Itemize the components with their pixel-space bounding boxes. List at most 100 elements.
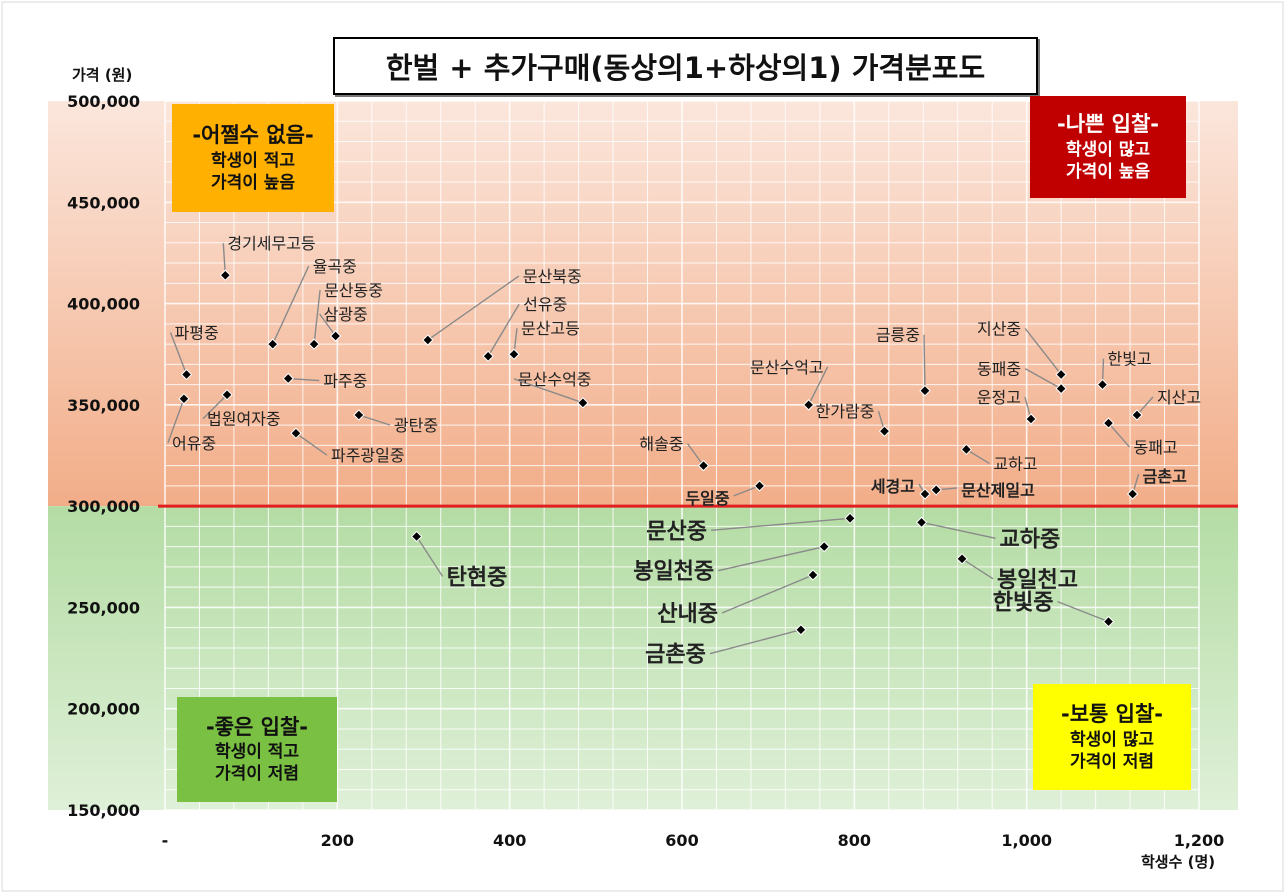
leader-line [710, 517, 851, 531]
leader-line [427, 275, 520, 341]
x-tick-label: 600 [665, 831, 698, 850]
point-label: 교하고 [993, 454, 1037, 473]
data-point [844, 512, 856, 525]
point-label: 두일중 [685, 489, 729, 508]
y-tick-label: 450,000 [67, 193, 140, 212]
data-point [353, 409, 365, 421]
data-point [1055, 368, 1067, 381]
x-tick-label: 200 [321, 831, 354, 850]
x-tick-label: - [162, 831, 169, 850]
quadrant-bottom-left-line-1: 학생이 적고 [214, 742, 300, 763]
point-label: 운정고 [977, 388, 1021, 407]
point-label: 파평중 [175, 323, 219, 342]
leader-line [513, 378, 584, 404]
point-label: 경기세무고등 [227, 234, 315, 253]
point-label: 문산수억고 [750, 358, 824, 377]
point-label: 해솔중 [639, 435, 683, 454]
leader-line [487, 303, 520, 357]
data-point [482, 350, 494, 362]
leader-line [965, 448, 990, 465]
leader-line [721, 574, 814, 614]
gridlines [164, 100, 1200, 811]
data-point [807, 569, 819, 581]
y-tick-label: 150,000 [67, 801, 140, 820]
point-label: 한가람중 [816, 402, 875, 421]
x-tick-label: 800 [838, 831, 871, 850]
quadrant-bottom-right-line-2: 가격이 저렴 [1069, 751, 1155, 772]
x-tick-label: 1,000 [1001, 831, 1052, 850]
data-point [930, 484, 942, 496]
x-axis-label: 학생수 (명) [1141, 853, 1216, 871]
leader-line [416, 536, 444, 577]
point-label: 교하중 [1000, 527, 1061, 552]
point-label: 동패중 [977, 360, 1021, 379]
data-point [802, 399, 815, 411]
data-point [308, 338, 320, 350]
leader-line [169, 332, 188, 375]
leader-line [202, 394, 228, 420]
leader-line [313, 290, 321, 345]
point-label: 지산고 [1157, 388, 1201, 407]
quadrant-bottom-right-line-1: 학생이 많고 [1069, 729, 1155, 750]
leader-line [718, 545, 825, 572]
point-label: 봉일천중 [633, 560, 714, 585]
quadrant-top-left-line-2: 가격이 높음 [210, 172, 296, 193]
leader-line [1024, 328, 1062, 375]
quadrant-bottom-left-title: -좋은 입찰- [205, 714, 309, 739]
leader-line [961, 558, 994, 580]
leader-line [1057, 600, 1109, 623]
point-label: 선유중 [523, 295, 567, 314]
data-point [915, 516, 928, 529]
leader-line [921, 521, 996, 540]
y-tick-label: 500,000 [67, 92, 140, 111]
data-point [956, 553, 968, 565]
point-label: 파주광일중 [331, 446, 405, 465]
point-label: 율곡중 [313, 257, 357, 276]
point-label: 문산북중 [523, 267, 582, 286]
data-point [919, 488, 931, 500]
point-label: 세경고 [871, 477, 915, 496]
point-label: 문산제일고 [961, 481, 1035, 500]
leader-line [923, 334, 926, 391]
quadrant-top-right-line-1: 학생이 많고 [1065, 139, 1151, 160]
data-point [1102, 615, 1115, 628]
data-point [267, 338, 279, 350]
leader-line [808, 366, 829, 406]
y-tick-label: 250,000 [67, 598, 140, 617]
quadrant-top-right-line-2: 가격이 높음 [1065, 161, 1151, 182]
quadrant-bottom-right-title: -보통 입찰- [1060, 702, 1164, 727]
data-point [1025, 413, 1037, 425]
x-tick-label: 400 [493, 831, 526, 850]
data-point [410, 530, 423, 543]
data-point [1055, 382, 1067, 395]
quadrant-bottom-right-box: -보통 입찰- 학생이 많고 가격이 저렴 [1033, 684, 1191, 790]
data-point [508, 348, 520, 360]
data-point [1096, 378, 1109, 391]
data-point [422, 334, 434, 346]
y-tick-label: 200,000 [67, 700, 140, 719]
leader-line [1024, 368, 1062, 390]
data-point [290, 427, 302, 439]
data-point [1131, 409, 1143, 421]
point-label: 동패고 [1134, 438, 1178, 457]
leader-line [686, 443, 705, 467]
quadrant-bottom-left-line-2: 가격이 저렴 [214, 764, 300, 785]
quadrant-top-right-box: -나쁜 입찰- 학생이 많고 가격이 높음 [1030, 96, 1186, 198]
point-label: 어유중 [172, 434, 216, 453]
leader-line [272, 265, 310, 345]
point-label: 문산고등 [521, 319, 580, 338]
data-point [753, 480, 766, 492]
quadrant-top-left-title: -어쩔수 없음- [192, 123, 314, 148]
point-label: 한빛중 [993, 591, 1054, 616]
point-label: 탄현중 [447, 566, 508, 591]
data-point [818, 540, 830, 553]
data-point [878, 425, 891, 437]
point-label: 문산동중 [324, 281, 383, 300]
data-point [282, 372, 294, 385]
x-tick-label: 1,200 [1174, 831, 1225, 850]
point-label: 지산중 [977, 319, 1021, 338]
data-point [1102, 417, 1115, 429]
data-point [795, 624, 807, 636]
chart-title: 한벌 + 추가구매(동상의1+하상의1) 가격분포도 [333, 37, 1038, 95]
